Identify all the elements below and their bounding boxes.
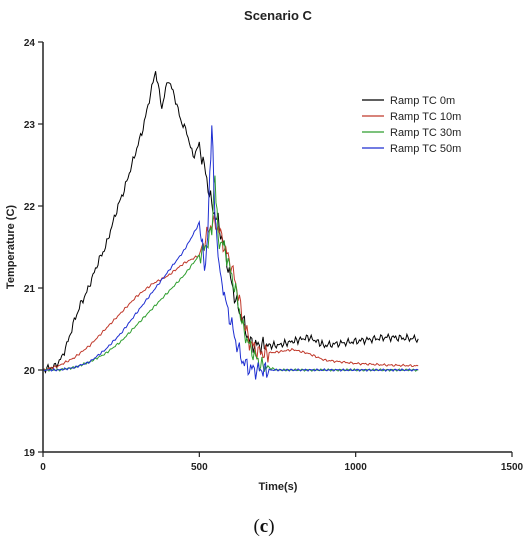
series-lines xyxy=(42,71,419,380)
y-tick-label: 24 xyxy=(24,38,36,49)
series-line xyxy=(42,125,419,380)
x-axis-label: Time(s) xyxy=(259,481,298,493)
legend: Ramp TC 0m Ramp TC 10m Ramp TC 30m Ramp TC … xyxy=(362,95,461,155)
legend-label: Ramp TC 0m xyxy=(390,95,455,107)
y-tick-label: 21 xyxy=(24,284,36,295)
legend-label: Ramp TC 50m xyxy=(390,143,461,155)
y-tick-label: 23 xyxy=(24,120,36,131)
x-tick-label: 1000 xyxy=(345,462,368,473)
axes xyxy=(38,41,513,457)
chart-title: Scenario C xyxy=(244,8,313,23)
tick-labels: 0 500 1000 1500 19 20 21 22 23 24 xyxy=(24,38,524,473)
figure-caption: (c) xyxy=(0,516,528,538)
y-tick-label: 22 xyxy=(24,202,36,213)
legend-label: Ramp TC 30m xyxy=(390,127,461,139)
y-axis-label: Temperature (C) xyxy=(5,205,17,289)
x-tick-label: 0 xyxy=(40,462,46,473)
series-line xyxy=(42,215,419,371)
y-tick-label: 19 xyxy=(24,448,36,459)
series-line xyxy=(42,175,419,373)
line-chart: Scenario C 0 500 1000 1500 19 20 21 22 23 24 Time… xyxy=(5,8,524,493)
legend-label: Ramp TC 10m xyxy=(390,111,461,123)
series-line xyxy=(42,71,419,374)
caption-letter: c xyxy=(259,516,269,537)
caption-open: ( xyxy=(253,516,260,537)
y-tick-label: 20 xyxy=(24,366,36,377)
caption-close: ) xyxy=(268,516,275,537)
x-tick-label: 500 xyxy=(191,462,208,473)
x-tick-label: 1500 xyxy=(501,462,524,473)
